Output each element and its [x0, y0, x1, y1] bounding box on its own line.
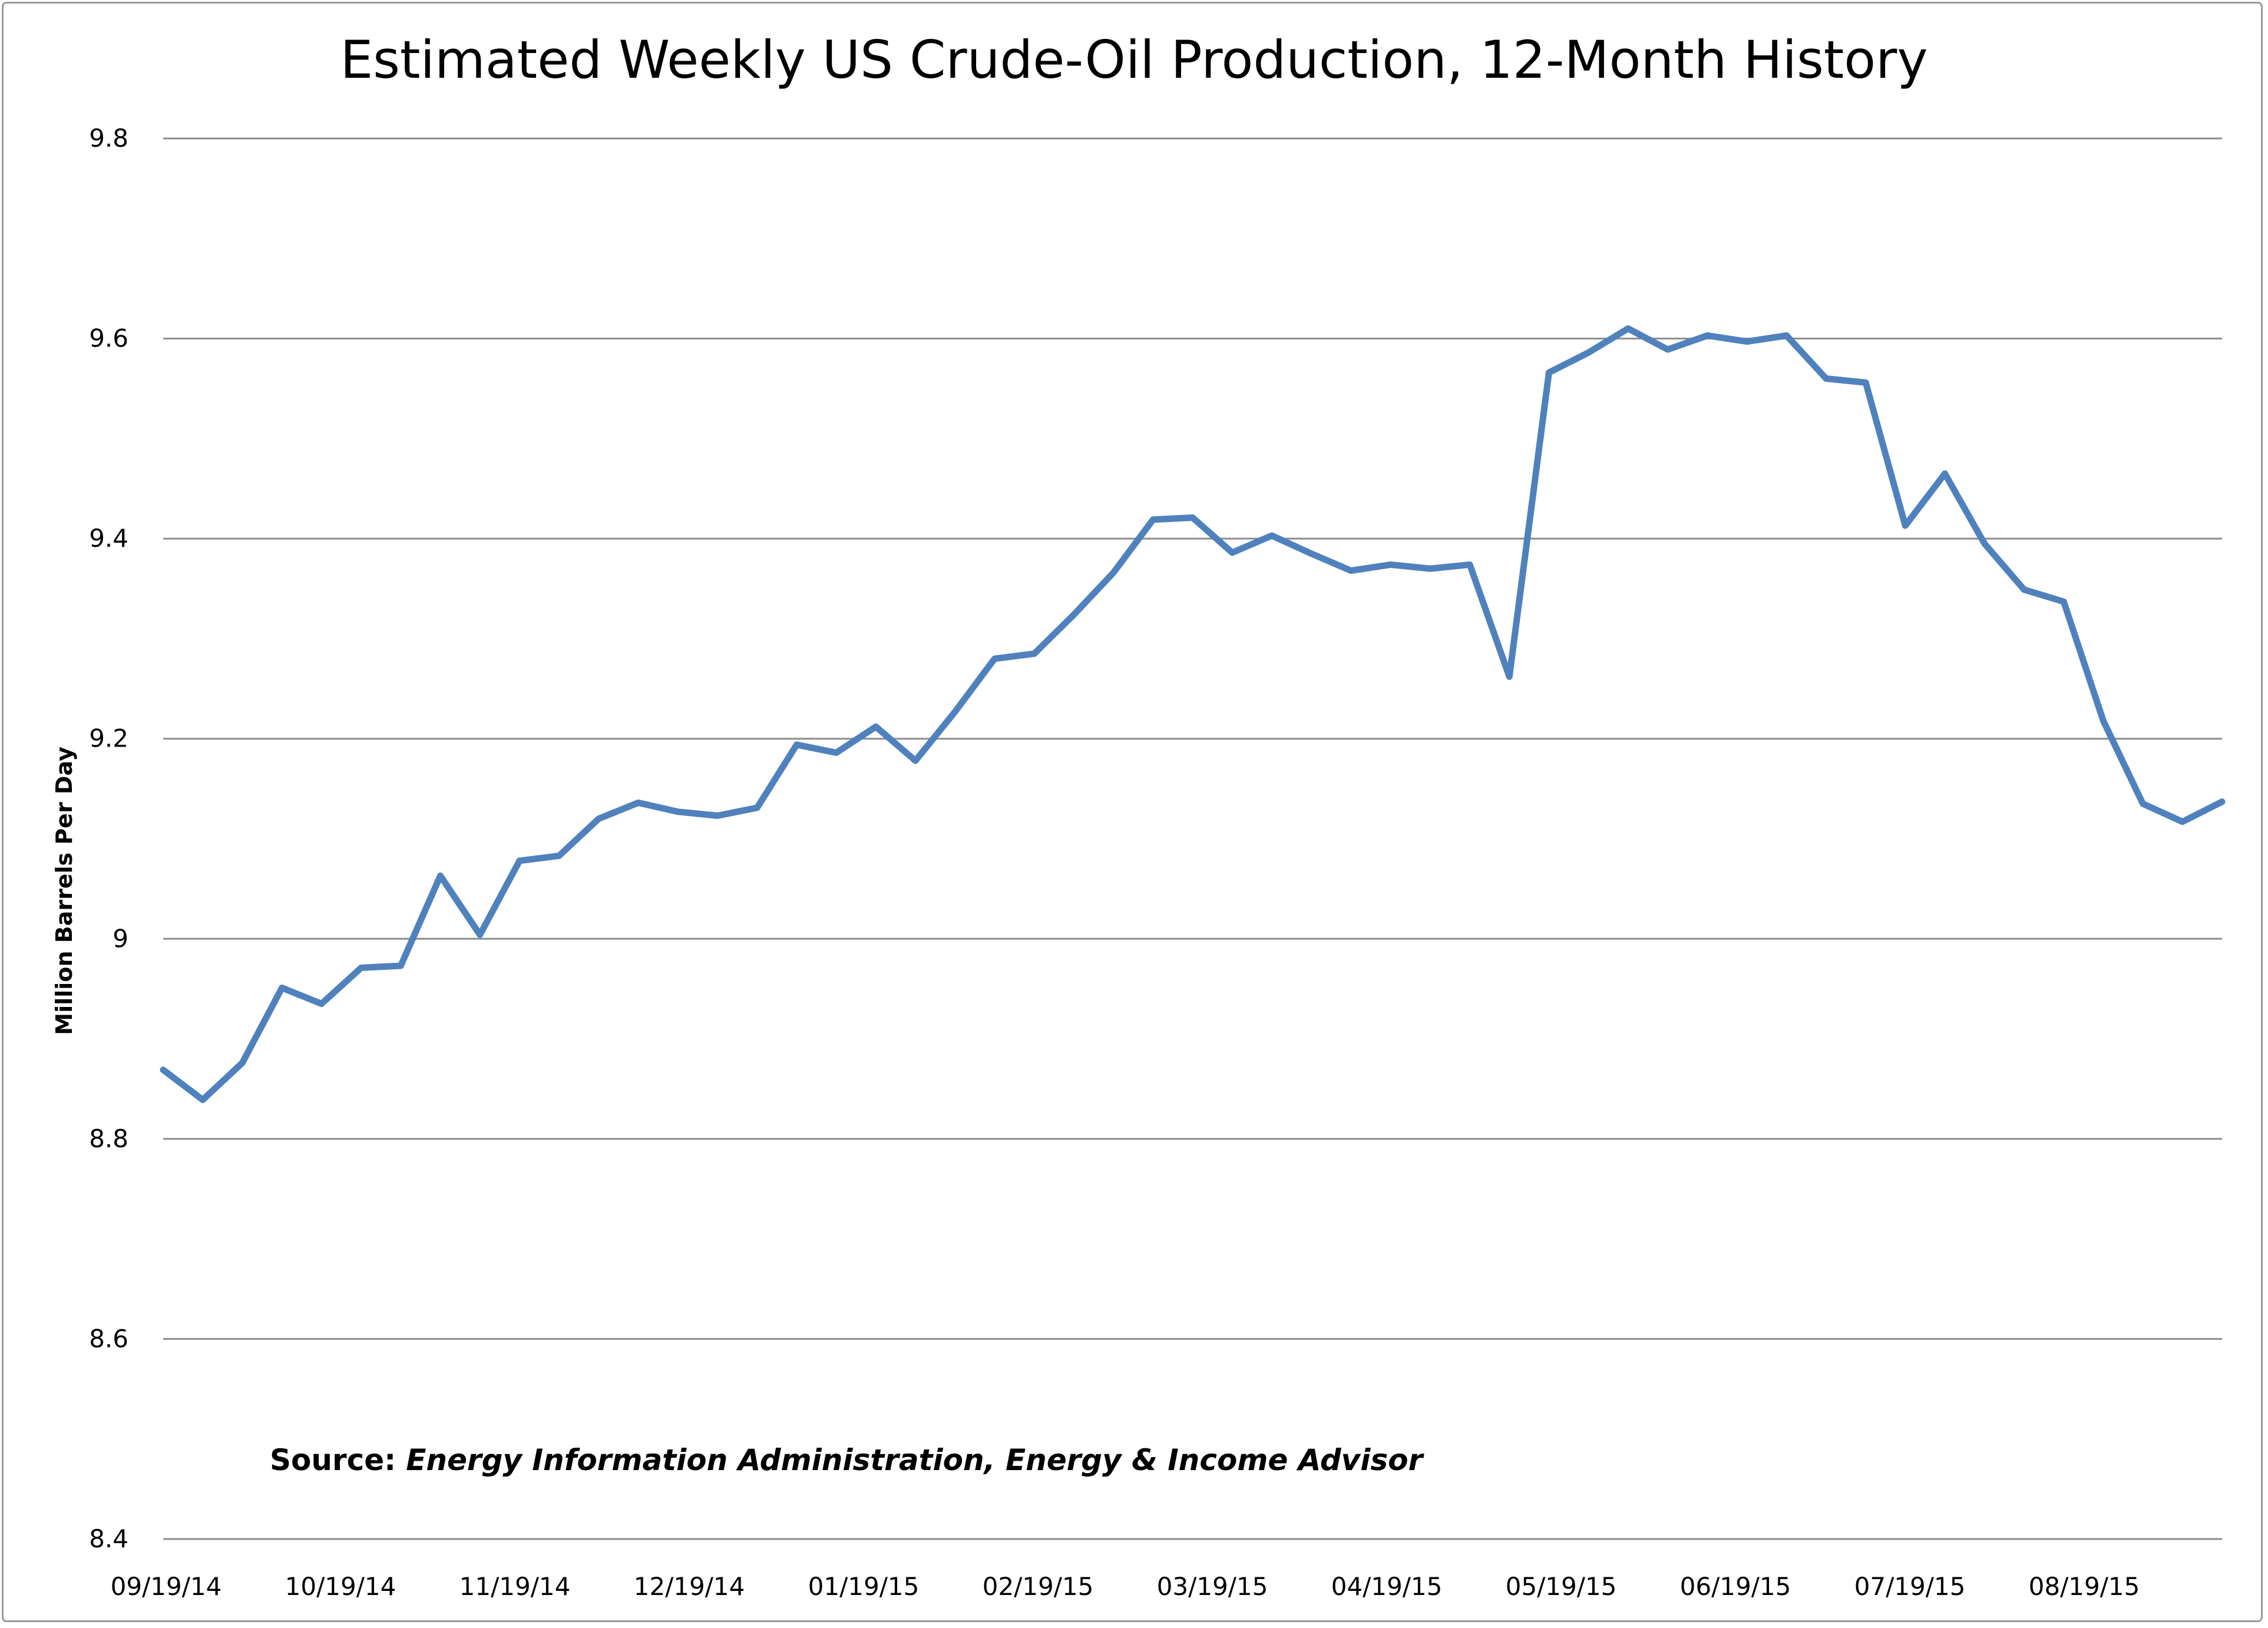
- x-tick-label: 06/19/15: [1680, 1572, 1791, 1601]
- y-tick-label: 9.4: [89, 524, 128, 553]
- chart-title: Estimated Weekly US Crude-Oil Production…: [340, 29, 1928, 90]
- x-tick-label: 03/19/15: [1157, 1572, 1268, 1601]
- x-tick-label: 10/19/14: [285, 1572, 396, 1601]
- x-tick-label: 11/19/14: [459, 1572, 571, 1601]
- x-tick-label: 04/19/15: [1331, 1572, 1443, 1601]
- y-axis-ticks: 8.4 8.6 8.8 9 9.2 9.4 9.6 9.8: [89, 124, 128, 1553]
- y-tick-label: 8.4: [89, 1524, 128, 1553]
- gridlines: [163, 137, 2222, 1540]
- x-tick-label: 12/19/14: [634, 1572, 745, 1601]
- y-tick-label: 9.6: [89, 324, 128, 353]
- source-text: Energy Information Administration, Energ…: [406, 1443, 1424, 1477]
- series-layer: [160, 325, 2226, 1104]
- x-tick-label: 01/19/15: [808, 1572, 920, 1601]
- source-note: Source: Energy Information Administratio…: [270, 1443, 1424, 1477]
- x-tick-label: 05/19/15: [1506, 1572, 1617, 1601]
- y-tick-label: 8.6: [89, 1324, 128, 1353]
- source-label: Source:: [270, 1443, 396, 1477]
- series-line: [160, 325, 2226, 1104]
- x-tick-label: 02/19/15: [983, 1572, 1094, 1601]
- x-tick-label: 09/19/14: [111, 1572, 222, 1601]
- y-tick-label: 9.8: [89, 124, 128, 153]
- y-tick-label: 9: [113, 924, 128, 953]
- x-axis-ticks: 09/19/14 10/19/14 11/19/14 12/19/14 01/19/15…: [111, 1572, 2140, 1601]
- y-tick-label: 9.2: [89, 724, 128, 753]
- y-tick-label: 8.8: [89, 1124, 128, 1153]
- y-axis-label: Million Barrels Per Day: [51, 747, 77, 1035]
- x-tick-label: 07/19/15: [1854, 1572, 1966, 1601]
- x-tick-label: 08/19/15: [2029, 1572, 2140, 1601]
